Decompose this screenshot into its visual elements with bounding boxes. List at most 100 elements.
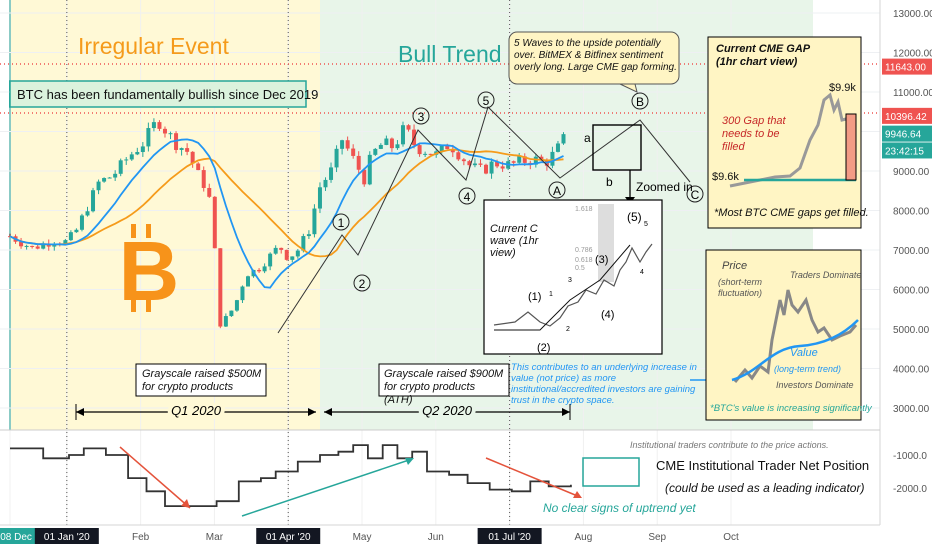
candle	[340, 139, 345, 155]
q1-range-arrow	[75, 404, 316, 420]
time-tick-2: Feb	[132, 532, 150, 543]
zoom-region-box[interactable]	[592, 124, 642, 171]
decline-arrow-2	[485, 457, 581, 498]
time-tick-bg-4	[256, 528, 321, 544]
net-position-axis: -1000.0 -2000.0	[893, 451, 927, 495]
candle	[373, 147, 378, 156]
btc-bullish-box	[9, 80, 307, 108]
cme-gap-low: $9.6k	[712, 171, 739, 183]
c-wave-price-path	[493, 243, 653, 327]
price-tick-6000: 6000.00	[893, 286, 930, 297]
candle	[41, 241, 46, 250]
cme-gap-region	[845, 113, 857, 181]
wave-label-5: 5	[477, 91, 495, 109]
sub-wave-a: a	[584, 131, 591, 145]
candle	[79, 213, 84, 232]
candle	[417, 144, 422, 157]
candle	[140, 142, 145, 157]
grayscale-500-note: Grayscale raised $500M for crypto product…	[142, 368, 262, 393]
candle	[229, 310, 234, 317]
decline-arrow-1-head	[181, 499, 190, 508]
moving-average-slow	[9, 148, 564, 258]
candle	[179, 147, 184, 156]
time-tick-4: 01 Apr '20	[266, 532, 311, 543]
candle	[118, 158, 123, 177]
price-marker-bg-0	[882, 58, 932, 75]
candle	[312, 204, 317, 238]
c-sub-1: 1	[549, 291, 553, 298]
candle	[533, 153, 538, 168]
candle	[96, 179, 101, 195]
q1-label: Q1 2020	[171, 403, 222, 418]
candle	[461, 158, 466, 166]
c-label-2: (2)	[537, 342, 550, 354]
candle	[168, 131, 173, 140]
svg-text:0.5: 0.5	[575, 265, 585, 272]
candle	[107, 177, 112, 179]
rise-arrow-head	[405, 458, 414, 465]
c-label-4: (4)	[601, 309, 614, 321]
elliott-wave-path	[277, 106, 691, 334]
wave-label-B: B	[631, 92, 649, 110]
time-tick-8: Aug	[575, 532, 593, 543]
candle	[351, 144, 356, 159]
candle	[384, 135, 389, 146]
svg-text:2: 2	[359, 277, 366, 291]
wave-label-3: 3	[412, 107, 430, 125]
svg-text:C: C	[691, 188, 700, 202]
candle	[113, 170, 118, 181]
price-marker-1: 10396.42	[885, 112, 927, 123]
candle	[561, 132, 566, 145]
sub-wave-b: b	[606, 175, 613, 189]
bull-trend-title: Bull Trend	[398, 41, 502, 67]
candle	[151, 118, 156, 132]
price-tick-8000: 8000.00	[893, 207, 930, 218]
fib-levels: 1.618 0.786 0.618 0.5	[575, 204, 614, 282]
candle	[456, 149, 461, 161]
irregular-event-zone	[10, 0, 320, 430]
svg-text:A: A	[553, 184, 561, 198]
candle	[124, 157, 129, 165]
q2-label: Q2 2020	[422, 403, 473, 418]
candle	[284, 249, 289, 261]
candle	[207, 183, 212, 198]
institutional-note: This contributes to an underlying increa…	[511, 362, 697, 406]
candle	[273, 245, 278, 255]
time-tick-5: May	[353, 532, 372, 543]
price-tick-9000: 9000.00	[893, 167, 930, 178]
c-sub-2: 2	[566, 326, 570, 333]
candle	[378, 143, 383, 150]
candle	[323, 177, 328, 191]
candle	[423, 151, 428, 157]
cme-gap-footer: *Most BTC CME gaps get filled.	[714, 207, 869, 219]
price-marker-bg-1	[882, 107, 932, 124]
svg-text:B: B	[636, 95, 644, 109]
cme-gap-inset	[707, 36, 862, 229]
candle	[68, 230, 73, 242]
svg-text:3: 3	[418, 110, 425, 124]
price-tick-3000: 3000.00	[893, 404, 930, 415]
grayscale-900-note: Grayscale raised $900M for crypto product…	[384, 368, 504, 406]
candle	[185, 143, 190, 156]
net-tick-0: -1000.0	[893, 451, 927, 462]
candle	[257, 268, 262, 273]
candle	[102, 177, 107, 183]
candle	[162, 126, 167, 138]
candle	[234, 299, 239, 312]
candle	[389, 137, 394, 152]
c-label-1: (1)	[528, 291, 541, 303]
candle	[290, 256, 295, 263]
candle	[317, 182, 322, 214]
price-sub-label: (short-term fluctuation)	[718, 277, 763, 298]
current-c-wave-inset	[483, 199, 663, 355]
time-tick-bg-1	[34, 528, 99, 544]
price-tick-12000: 12000.00	[893, 49, 932, 60]
candle	[329, 162, 334, 183]
svg-text:0.618: 0.618	[575, 257, 593, 264]
svg-text:4: 4	[464, 190, 471, 204]
wave-label-4: 4	[458, 187, 476, 205]
candle	[400, 121, 405, 147]
candle	[240, 285, 245, 303]
